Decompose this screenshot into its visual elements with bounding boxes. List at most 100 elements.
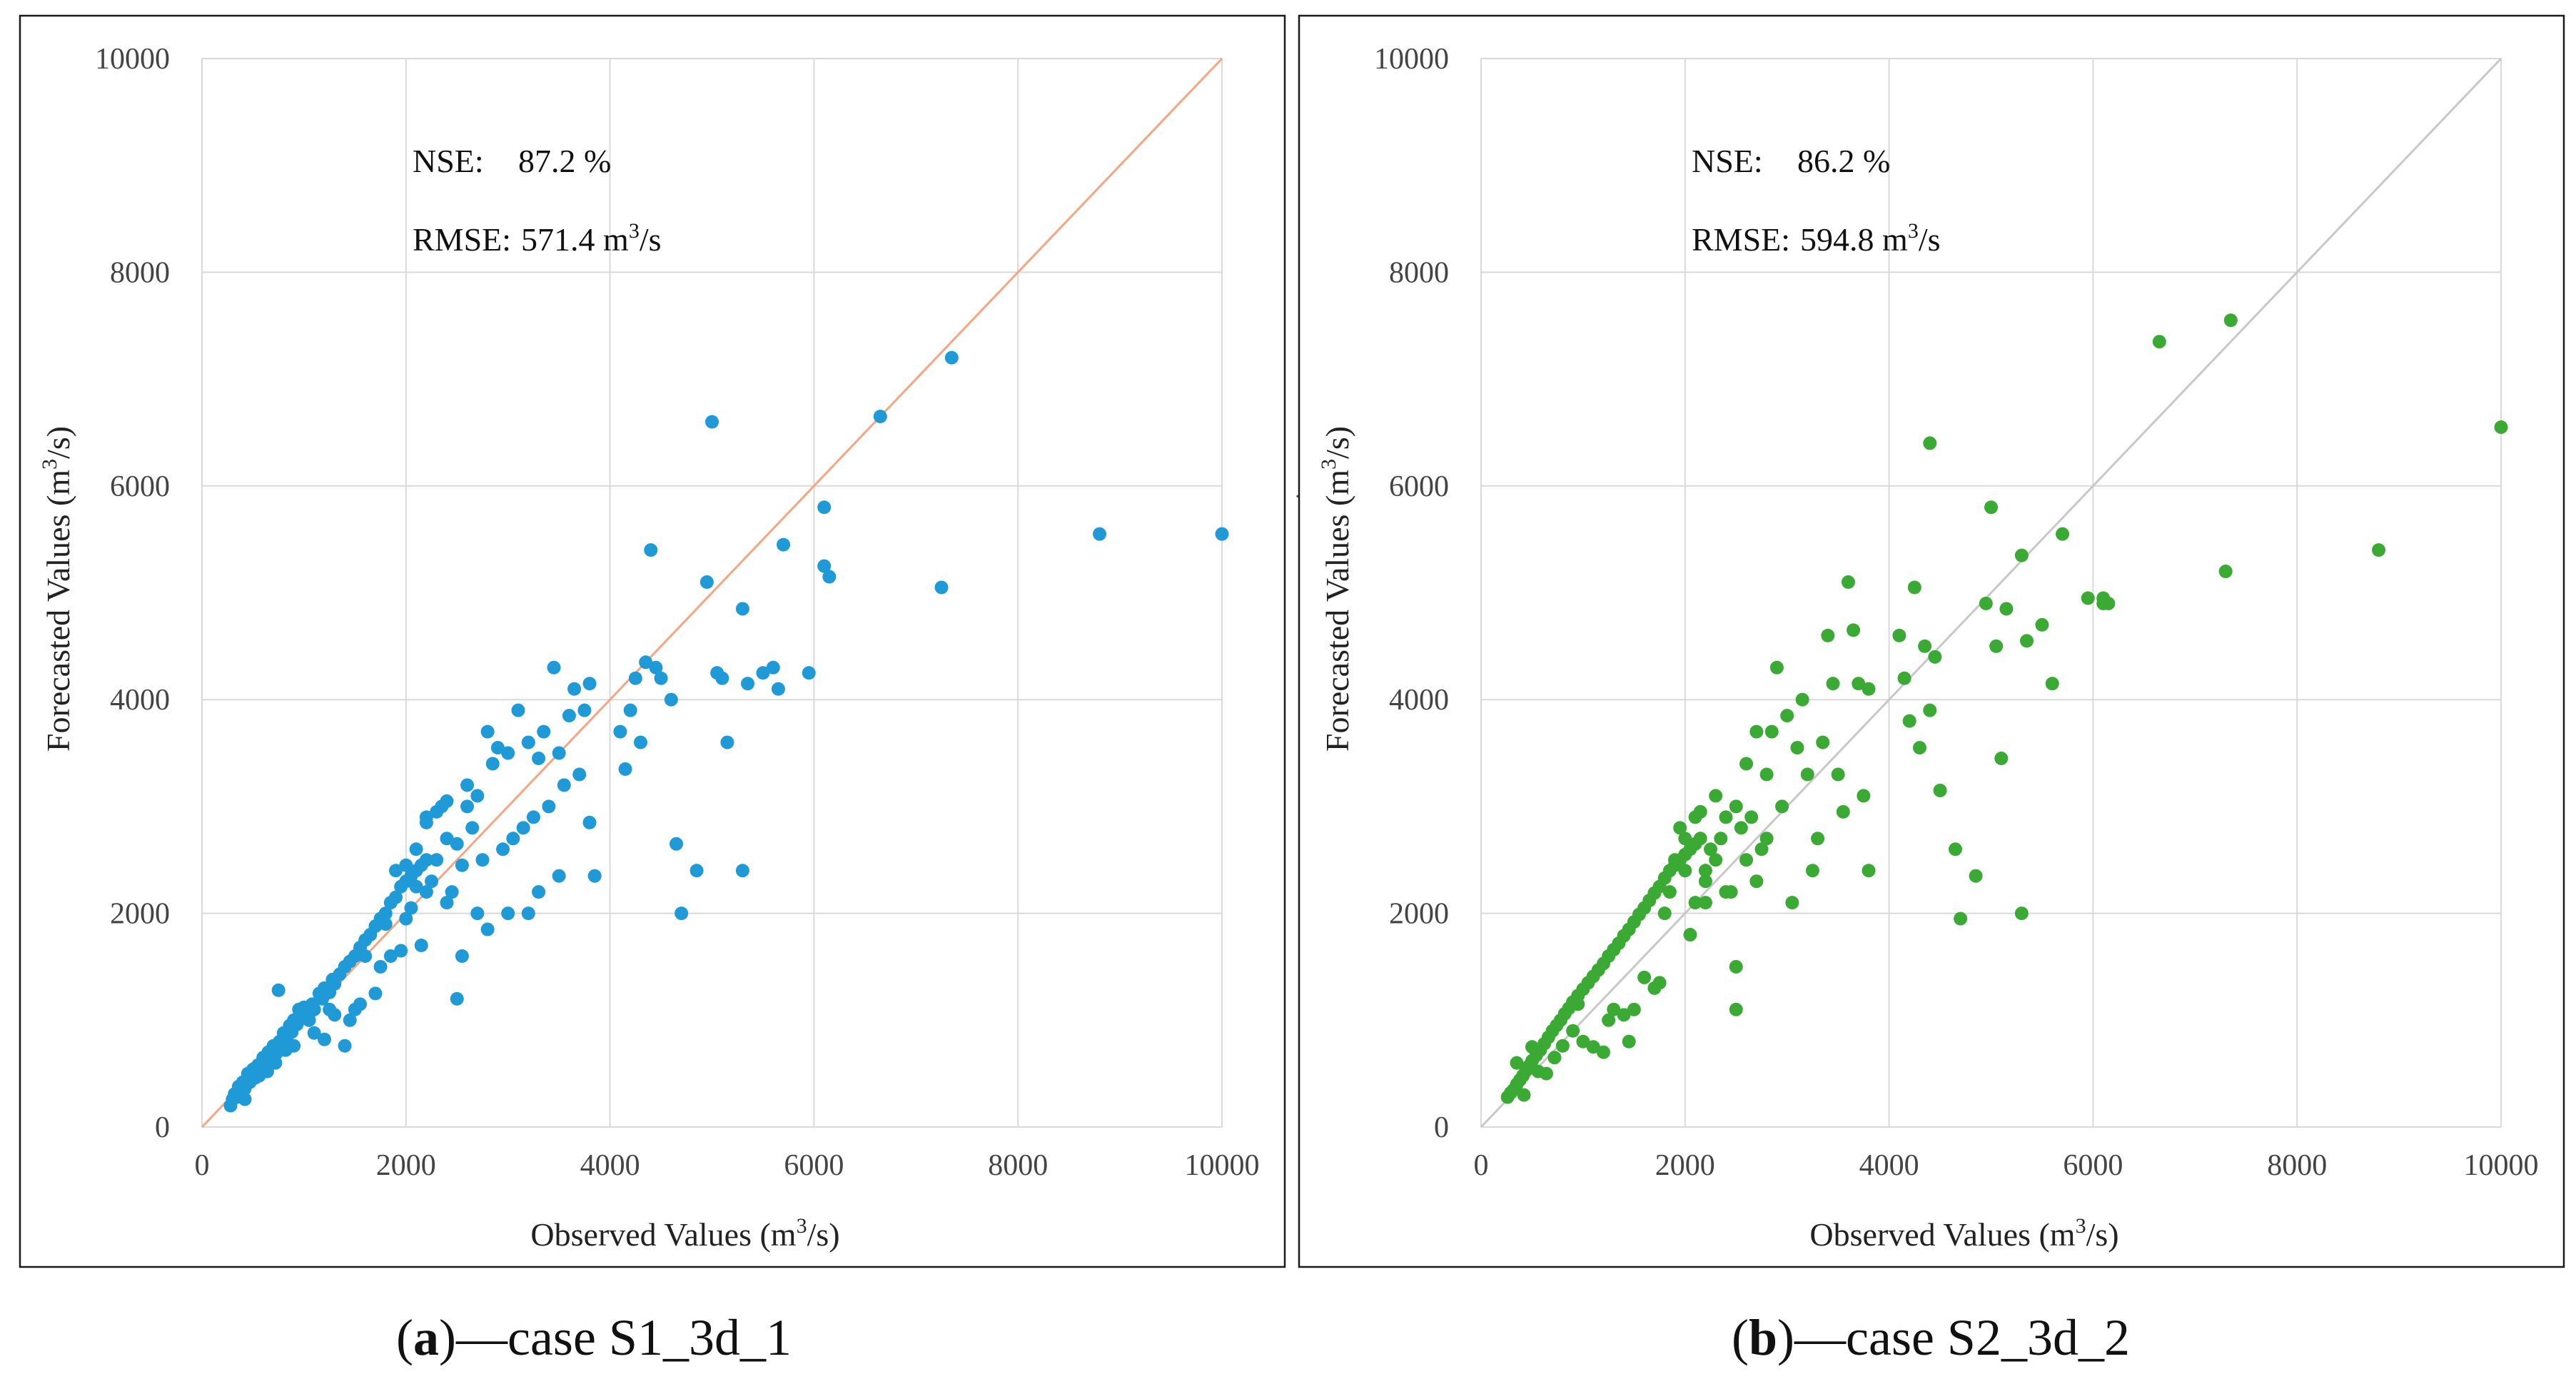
panel-a-data-point	[537, 724, 551, 739]
panel-a-rmse: RMSE: 571.4 m3/s	[413, 219, 662, 258]
panel-a-data-point	[425, 874, 439, 889]
panel-a-data-point	[873, 409, 887, 423]
panel-b-data-point	[1933, 783, 1947, 797]
panel-b-data-point	[1525, 1040, 1539, 1054]
panel-a-data-point	[268, 1056, 283, 1070]
panel-a-x-axis-title: Observed Values (m3/s)	[530, 1214, 839, 1253]
panel-a-data-point	[475, 853, 490, 867]
panel-a-data-point	[1093, 527, 1107, 541]
panel-b-nse-value: 86.2 %	[1797, 143, 1890, 179]
panel-a-data-point	[664, 692, 678, 707]
panel-b-data-point	[2218, 565, 2233, 579]
panel-a-points	[223, 350, 1229, 1113]
panel-a-data-point	[490, 741, 505, 755]
panel-a-frame	[19, 14, 1286, 1268]
panel-b-data-point	[1744, 810, 1759, 824]
panel-a-data-point	[669, 837, 683, 851]
panel-a-data-point	[389, 890, 403, 904]
panel-b-data-point	[1698, 874, 1712, 889]
panel-a-data-point	[430, 804, 444, 819]
panel-b-data-point	[1693, 832, 1707, 846]
panel-b-caption: (b)—case S2_3d_2	[1732, 1309, 2130, 1366]
panel-a-data-point	[260, 1064, 274, 1079]
panel-a-data-point	[690, 864, 704, 878]
panel-b-data-point	[1555, 1039, 1570, 1053]
panel-b-data-point	[1678, 832, 1692, 846]
panel-a-y-sup: 3	[38, 459, 61, 470]
panel-a-xlabel: Observed Values (m	[530, 1216, 796, 1253]
panel-b-x-tick: 6000	[2063, 1149, 2123, 1182]
panel-a-data-point	[378, 906, 393, 921]
panel-a-data-point	[307, 1002, 321, 1016]
panel-b-data-point	[1969, 869, 1983, 883]
panel-b-y-axis-title: Forecasted Values (m3/s)	[1317, 426, 1355, 752]
panel-b-y-tick: 0	[1434, 1111, 1449, 1144]
panel-a-data-point	[465, 821, 480, 835]
panel-a-data-point	[587, 869, 602, 883]
panel-a-data-point	[705, 415, 719, 429]
panel-b-data-point	[2081, 591, 2095, 605]
panel-a-data-point	[445, 885, 459, 899]
panel-b-data-point	[1892, 628, 1906, 642]
panel-a-y-tick: 8000	[110, 256, 170, 289]
panel-a-rmse-value: 571.4 m	[521, 221, 629, 258]
panel-b-data-point	[1775, 799, 1789, 814]
panel-b-data-point	[2014, 548, 2029, 562]
panel-a-data-point	[271, 983, 286, 997]
panel-b-nse-label: NSE:	[1692, 143, 1763, 179]
panel-a-data-point	[511, 703, 525, 717]
panel-b-data-point	[1811, 832, 1825, 846]
panel-b-data-point	[1729, 1002, 1743, 1016]
panel-b-data-point	[1729, 799, 1743, 814]
panel-a-data-point	[777, 537, 791, 552]
panel-b-x-sup: 3	[2076, 1214, 2086, 1238]
panel-b-y-tick: 4000	[1389, 684, 1449, 717]
panel-a-data-point	[450, 837, 464, 851]
panel-a-data-point	[756, 666, 770, 680]
panel-a-data-point	[771, 682, 785, 696]
panel-b-data-point	[1673, 821, 1687, 835]
panel-a-data-point	[399, 911, 413, 926]
panel-b-data-point	[1657, 906, 1672, 921]
panel-a-data-point	[532, 752, 546, 766]
panel-b-data-point	[2035, 617, 2049, 632]
panel-b-points	[1500, 313, 2508, 1104]
panel-b-data-point	[1862, 682, 1876, 696]
panel-b-data-point	[1948, 842, 1962, 857]
panel-a-data-point	[409, 879, 423, 894]
panel-b-data-point	[1785, 896, 1799, 910]
panel-b-data-point	[1954, 911, 1968, 926]
panel-b-data-point	[2014, 906, 2029, 921]
panel-a-data-point	[485, 757, 500, 771]
panel-b-data-point	[1734, 821, 1748, 835]
panel-a-data-point	[623, 703, 637, 717]
panel-b-data-point	[1907, 580, 1921, 595]
panel-b-y-suffix: /s)	[1319, 426, 1355, 459]
panel-a-data-point	[414, 939, 428, 953]
panel-a-x-tick: 10000	[1185, 1149, 1260, 1182]
panel-b-x-tick: 0	[1474, 1149, 1489, 1182]
panel-b-data-point	[1637, 970, 1652, 984]
panel-b-y-tick: 10000	[1374, 43, 1449, 76]
panel-b-data-point	[1759, 832, 1774, 846]
panel-a-data-point	[720, 735, 734, 749]
panel-b-y-tick: 6000	[1389, 470, 1449, 503]
panel-b-data-point	[1688, 896, 1702, 910]
panel-b-data-point	[1897, 671, 1911, 685]
panel-b-reference-line	[1480, 57, 2502, 1128]
panel-a-data-point	[618, 762, 632, 777]
panel-b-data-point	[1769, 660, 1784, 675]
panel-b-caption-text: —case S2_3d_2	[1794, 1309, 2130, 1366]
panel-b-ticks: 0 2000 4000 6000 8000 10000 0 2000 4000 6000 8000 1…	[1374, 43, 2539, 1182]
panel-a-rmse-suffix: /s	[640, 221, 662, 258]
panel-b-data-point	[1994, 752, 2009, 766]
panel-a-data-point	[944, 350, 959, 365]
panel-b-data-point	[2223, 313, 2238, 328]
panel-b: 0 2000 4000 6000 8000 10000 0 2000 4000 6000 8000 1…	[1298, 14, 2565, 1366]
panel-a-data-point	[480, 724, 495, 739]
panel-a-data-point	[735, 864, 749, 878]
panel-b-data-point	[2020, 634, 2034, 648]
panel-a-y-tick: 10000	[95, 43, 170, 76]
panel-a-data-point	[562, 709, 576, 723]
